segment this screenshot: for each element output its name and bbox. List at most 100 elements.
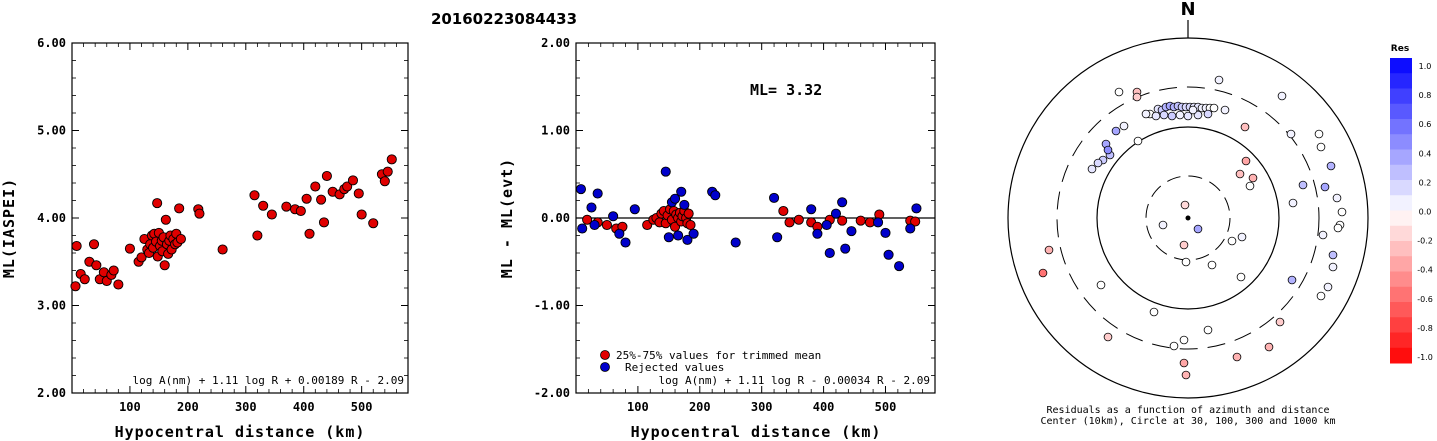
data-point (310, 181, 321, 192)
station-marker (1328, 250, 1338, 260)
y-tick-label: 6.00 (37, 36, 66, 50)
data-point (347, 175, 359, 186)
data-point (379, 176, 390, 187)
station-marker (1087, 164, 1097, 174)
station-marker (1103, 332, 1113, 342)
station-marker (1169, 341, 1179, 351)
station-marker (1323, 282, 1333, 292)
legend-marker-rejected (600, 362, 610, 372)
colorbar-cell (1390, 119, 1412, 135)
data-point (249, 190, 260, 201)
colorbar-cell (1390, 164, 1412, 181)
data-point (601, 219, 612, 231)
north-label: N (1180, 0, 1195, 20)
ring-1000km (1007, 37, 1369, 399)
colorbar-cells (1390, 58, 1412, 364)
station-marker (1132, 92, 1142, 102)
data-point (582, 214, 593, 225)
x-tick-label: 200 (177, 400, 199, 414)
data-point (592, 188, 603, 199)
station-residuals (1038, 75, 1347, 380)
data-point (669, 193, 681, 204)
station-marker (1167, 111, 1177, 121)
station-marker (1326, 161, 1336, 171)
x-tick-label: 400 (813, 400, 835, 414)
station-marker (1287, 275, 1297, 285)
x-tick-label: 200 (689, 400, 711, 414)
station-marker (1286, 129, 1296, 139)
colorbar-cell (1390, 149, 1412, 166)
colorbar-label: 0.4 (1419, 149, 1432, 158)
station-marker (1232, 352, 1242, 362)
data-point (70, 281, 81, 292)
colorbar-title: Res (1391, 44, 1409, 54)
data-point (194, 208, 205, 219)
station-marker (1044, 245, 1054, 255)
data-point (71, 240, 82, 252)
data-point (905, 223, 916, 234)
station-marker (1141, 109, 1151, 119)
data-point (730, 237, 741, 248)
data-point (673, 230, 684, 241)
station-marker (1151, 111, 1161, 121)
colorbar-label: -0.4 (1417, 266, 1433, 275)
station-marker (1103, 145, 1113, 155)
data-point (368, 218, 379, 229)
station-marker (1111, 126, 1121, 136)
data-point (586, 202, 597, 213)
station-marker (1119, 121, 1129, 131)
data-point (911, 203, 922, 214)
y-tick-label: 1.00 (541, 124, 570, 138)
data-point (812, 228, 823, 239)
data-point (614, 228, 625, 239)
data-point (79, 274, 90, 285)
colorbar-cell (1390, 58, 1412, 74)
colorbar-cell (1390, 317, 1412, 333)
data-point (769, 192, 780, 203)
colorbar-cell (1390, 180, 1412, 196)
data-point (382, 166, 393, 177)
data-point (304, 228, 315, 239)
data-point (316, 194, 327, 205)
station-marker (1332, 193, 1342, 203)
station-marker (1277, 91, 1287, 101)
data-point (784, 217, 795, 228)
station-marker (1181, 370, 1191, 380)
station-marker (1235, 169, 1245, 179)
data-point (281, 201, 292, 212)
data-point (295, 205, 306, 217)
station-marker (1179, 358, 1189, 368)
station-marker (1093, 158, 1103, 168)
station-marker (1241, 156, 1251, 166)
data-point (806, 204, 817, 215)
data-point (108, 265, 119, 276)
station-marker (1316, 291, 1326, 301)
data-point (676, 186, 687, 197)
colorbar-label: -0.2 (1417, 237, 1433, 246)
station-marker (1237, 232, 1247, 242)
data-point (846, 226, 857, 237)
station-marker (1207, 260, 1217, 270)
data-point (830, 208, 842, 219)
data-point (710, 190, 721, 201)
colorbar-cell (1390, 73, 1412, 89)
y-tick-label: 2.00 (541, 36, 570, 50)
data-point (685, 219, 696, 231)
data-point (660, 166, 671, 177)
station-marker (1245, 181, 1255, 191)
x-tick-label: 500 (351, 400, 373, 414)
data-point (356, 209, 367, 220)
polar-caption-2: Center (10km), Circle at 30, 100, 300 an… (1040, 416, 1335, 427)
station-marker (1318, 230, 1328, 240)
polar-residual-map: N Residuals as a function of azimuth and… (1007, 0, 1369, 427)
data-points-1 (70, 154, 397, 292)
plot-frame-1 (71, 42, 409, 394)
data-point (837, 215, 848, 226)
station-marker (1188, 105, 1198, 115)
axis-ticks-2: -2.00 -1.00 0.00 1.00 2.00 100 200 300 400 500 (534, 36, 936, 414)
station-marker (1158, 220, 1168, 230)
data-point (688, 228, 699, 239)
data-point (113, 279, 124, 290)
colorbar-label: 0.2 (1419, 178, 1432, 187)
data-point (353, 188, 364, 199)
